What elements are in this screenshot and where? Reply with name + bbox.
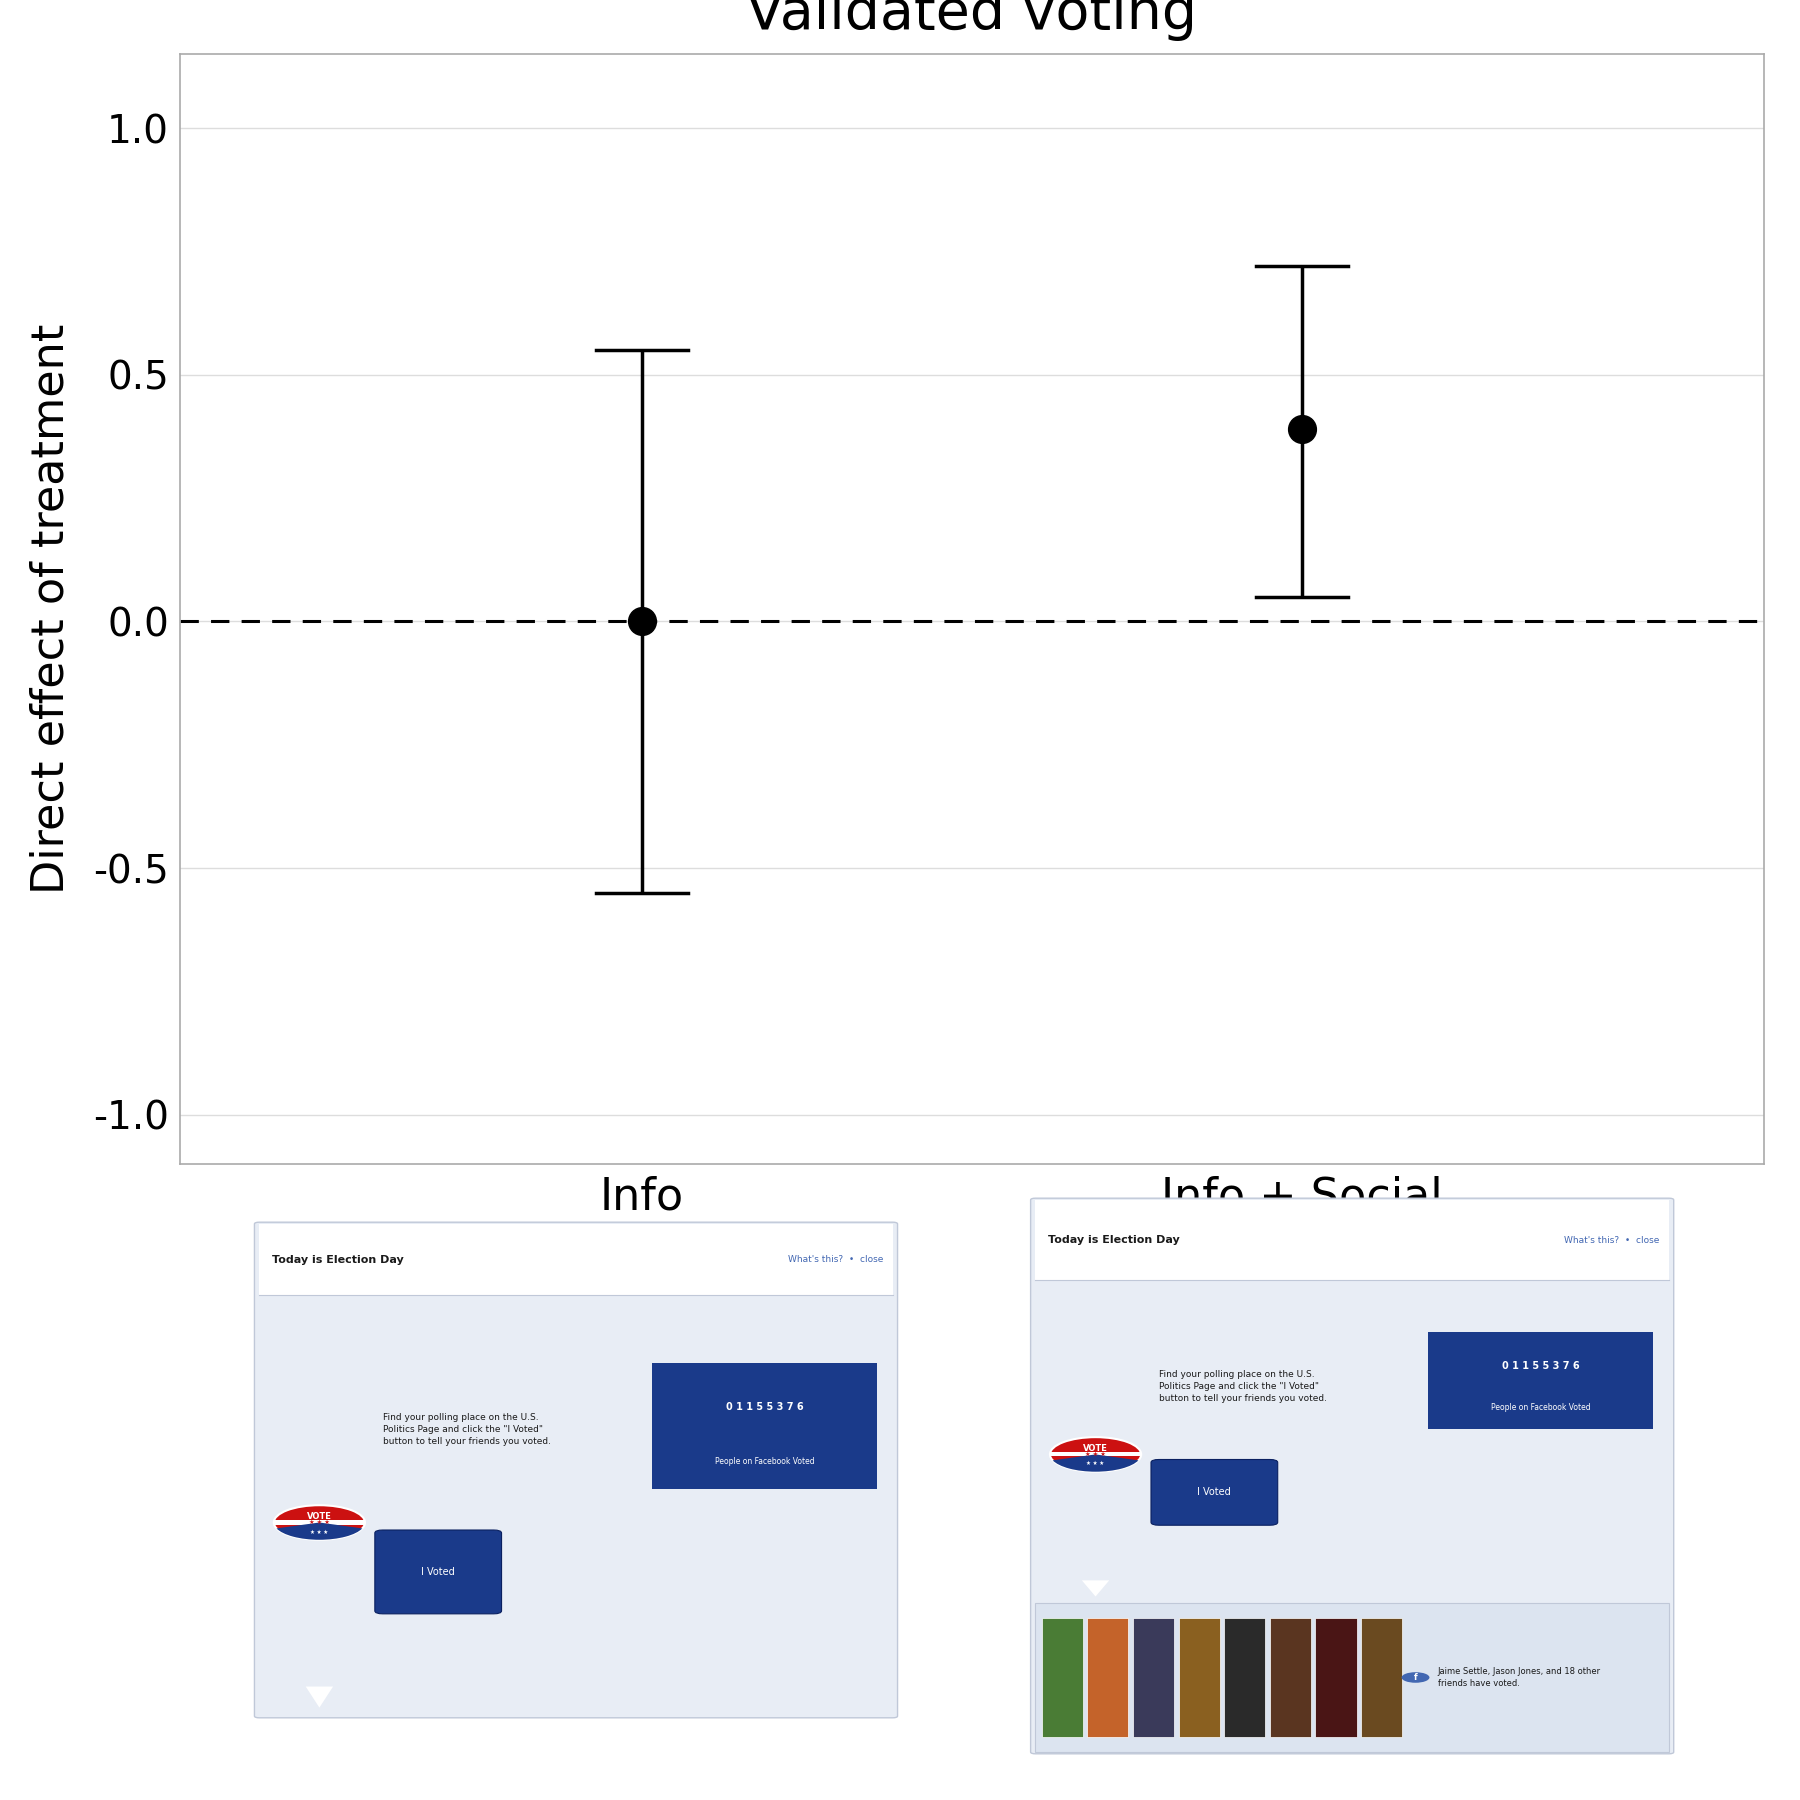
Bar: [1361, 1618, 1402, 1737]
Text: VOTE: VOTE: [308, 1512, 331, 1521]
Circle shape: [1402, 1672, 1429, 1683]
Y-axis label: Direct effect of treatment: Direct effect of treatment: [29, 324, 72, 895]
FancyBboxPatch shape: [374, 1530, 502, 1615]
Text: What's this?  •  close: What's this? • close: [788, 1255, 884, 1264]
Text: ★ ★ ★: ★ ★ ★: [1087, 1462, 1105, 1467]
Text: ★ ★ ★: ★ ★ ★: [310, 1519, 329, 1525]
Bar: [1035, 1201, 1669, 1280]
Bar: [1224, 1618, 1265, 1737]
Text: What's this?  •  close: What's this? • close: [1564, 1235, 1660, 1244]
Text: Today is Election Day: Today is Election Day: [272, 1255, 403, 1265]
Text: 0 1 1 5 5 3 7 6: 0 1 1 5 5 3 7 6: [725, 1402, 803, 1411]
Text: Jaime Settle, Jason Jones, and 18 other
friends have voted.: Jaime Settle, Jason Jones, and 18 other …: [1438, 1667, 1600, 1688]
Bar: [1427, 1332, 1652, 1429]
FancyBboxPatch shape: [1150, 1460, 1278, 1525]
Wedge shape: [277, 1523, 362, 1539]
Text: People on Facebook Voted: People on Facebook Voted: [715, 1456, 814, 1465]
Bar: [259, 1296, 893, 1715]
Text: f: f: [1413, 1672, 1417, 1681]
Wedge shape: [1053, 1454, 1138, 1472]
Text: Find your polling place on the U.S.
Politics Page and click the "I Voted"
button: Find your polling place on the U.S. Poli…: [1159, 1370, 1327, 1402]
Text: I Voted: I Voted: [1197, 1487, 1231, 1498]
Text: VOTE: VOTE: [1084, 1444, 1109, 1453]
Text: I Voted: I Voted: [421, 1568, 455, 1577]
Text: Find your polling place on the U.S.
Politics Page and click the "I Voted"
button: Find your polling place on the U.S. Poli…: [383, 1413, 551, 1445]
Circle shape: [1049, 1436, 1141, 1472]
FancyBboxPatch shape: [254, 1222, 898, 1717]
Bar: [652, 1363, 877, 1489]
Text: People on Facebook Voted: People on Facebook Voted: [1490, 1402, 1591, 1411]
Bar: [1269, 1618, 1310, 1737]
Bar: [1179, 1618, 1220, 1737]
Text: Today is Election Day: Today is Election Day: [1048, 1235, 1179, 1246]
Polygon shape: [306, 1687, 333, 1708]
Bar: [1087, 1618, 1129, 1737]
Bar: [259, 1224, 893, 1296]
Text: ★ ★ ★: ★ ★ ★: [1085, 1453, 1105, 1456]
Circle shape: [274, 1505, 365, 1539]
Bar: [1132, 1618, 1174, 1737]
Title: Validated voting: Validated voting: [747, 0, 1197, 41]
Text: 0 1 1 5 5 3 7 6: 0 1 1 5 5 3 7 6: [1501, 1361, 1579, 1370]
Polygon shape: [1082, 1580, 1109, 1597]
Bar: [1042, 1618, 1084, 1737]
Bar: [1035, 1604, 1669, 1751]
Bar: [1316, 1618, 1357, 1737]
FancyBboxPatch shape: [1031, 1199, 1674, 1753]
Bar: [1035, 1280, 1669, 1604]
Bar: [274, 1521, 365, 1525]
Text: ★ ★ ★: ★ ★ ★: [310, 1530, 328, 1535]
Bar: [1049, 1453, 1141, 1456]
